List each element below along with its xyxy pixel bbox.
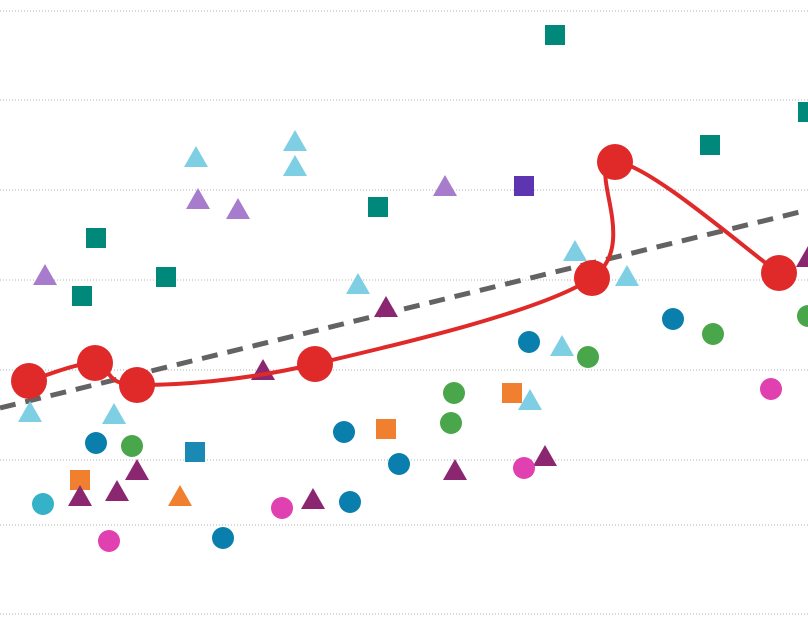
square-marker [798, 102, 808, 122]
square-marker [72, 286, 92, 306]
triangle-marker [533, 445, 557, 466]
circle-marker [662, 308, 684, 330]
circle-marker [760, 378, 782, 400]
triangle-marker [18, 401, 42, 422]
square-marker [70, 470, 90, 490]
circle-marker [577, 346, 599, 368]
triangle-marker [68, 485, 92, 506]
triangle-marker [433, 175, 457, 196]
square-marker [502, 383, 522, 403]
circle-marker [797, 305, 808, 327]
triangle-marker [184, 146, 208, 167]
circle-marker [85, 432, 107, 454]
triangle-marker [283, 130, 307, 151]
triangle-marker [796, 246, 808, 267]
triangle-marker [346, 273, 370, 294]
triangle-marker [102, 403, 126, 424]
point [11, 363, 47, 399]
triangle-marker [563, 240, 587, 261]
square-marker [86, 228, 106, 248]
square-marker [368, 197, 388, 217]
circle-marker [440, 412, 462, 434]
square-marker [700, 135, 720, 155]
circle-marker [98, 530, 120, 552]
triangle-marker [33, 264, 57, 285]
triangle-marker [443, 459, 467, 480]
triangle-marker [374, 296, 398, 317]
point [119, 367, 155, 403]
circle-marker [271, 497, 293, 519]
triangle-marker [105, 480, 129, 501]
triangle-marker [550, 335, 574, 356]
point [574, 260, 610, 296]
triangle-marker [615, 265, 639, 286]
circle-marker [32, 493, 54, 515]
triangle-marker [226, 198, 250, 219]
triangle-marker [283, 155, 307, 176]
circle-marker [518, 331, 540, 353]
circle-marker [121, 435, 143, 457]
point [77, 345, 113, 381]
square-marker [514, 176, 534, 196]
circle-marker [513, 457, 535, 479]
square-marker [185, 442, 205, 462]
circle-marker [443, 382, 465, 404]
circle-marker [212, 527, 234, 549]
point [761, 255, 797, 291]
square-marker [156, 267, 176, 287]
circle-marker [333, 421, 355, 443]
triangle-marker [518, 389, 542, 410]
triangle-marker [125, 459, 149, 480]
circle-marker [388, 453, 410, 475]
triangle-marker [168, 485, 192, 506]
circle-marker [702, 323, 724, 345]
triangle-marker [186, 188, 210, 209]
square-marker [545, 25, 565, 45]
triangle-marker [301, 488, 325, 509]
square-marker [376, 419, 396, 439]
point [597, 144, 633, 180]
point [297, 346, 333, 382]
circle-marker [339, 491, 361, 513]
line [28, 159, 781, 388]
